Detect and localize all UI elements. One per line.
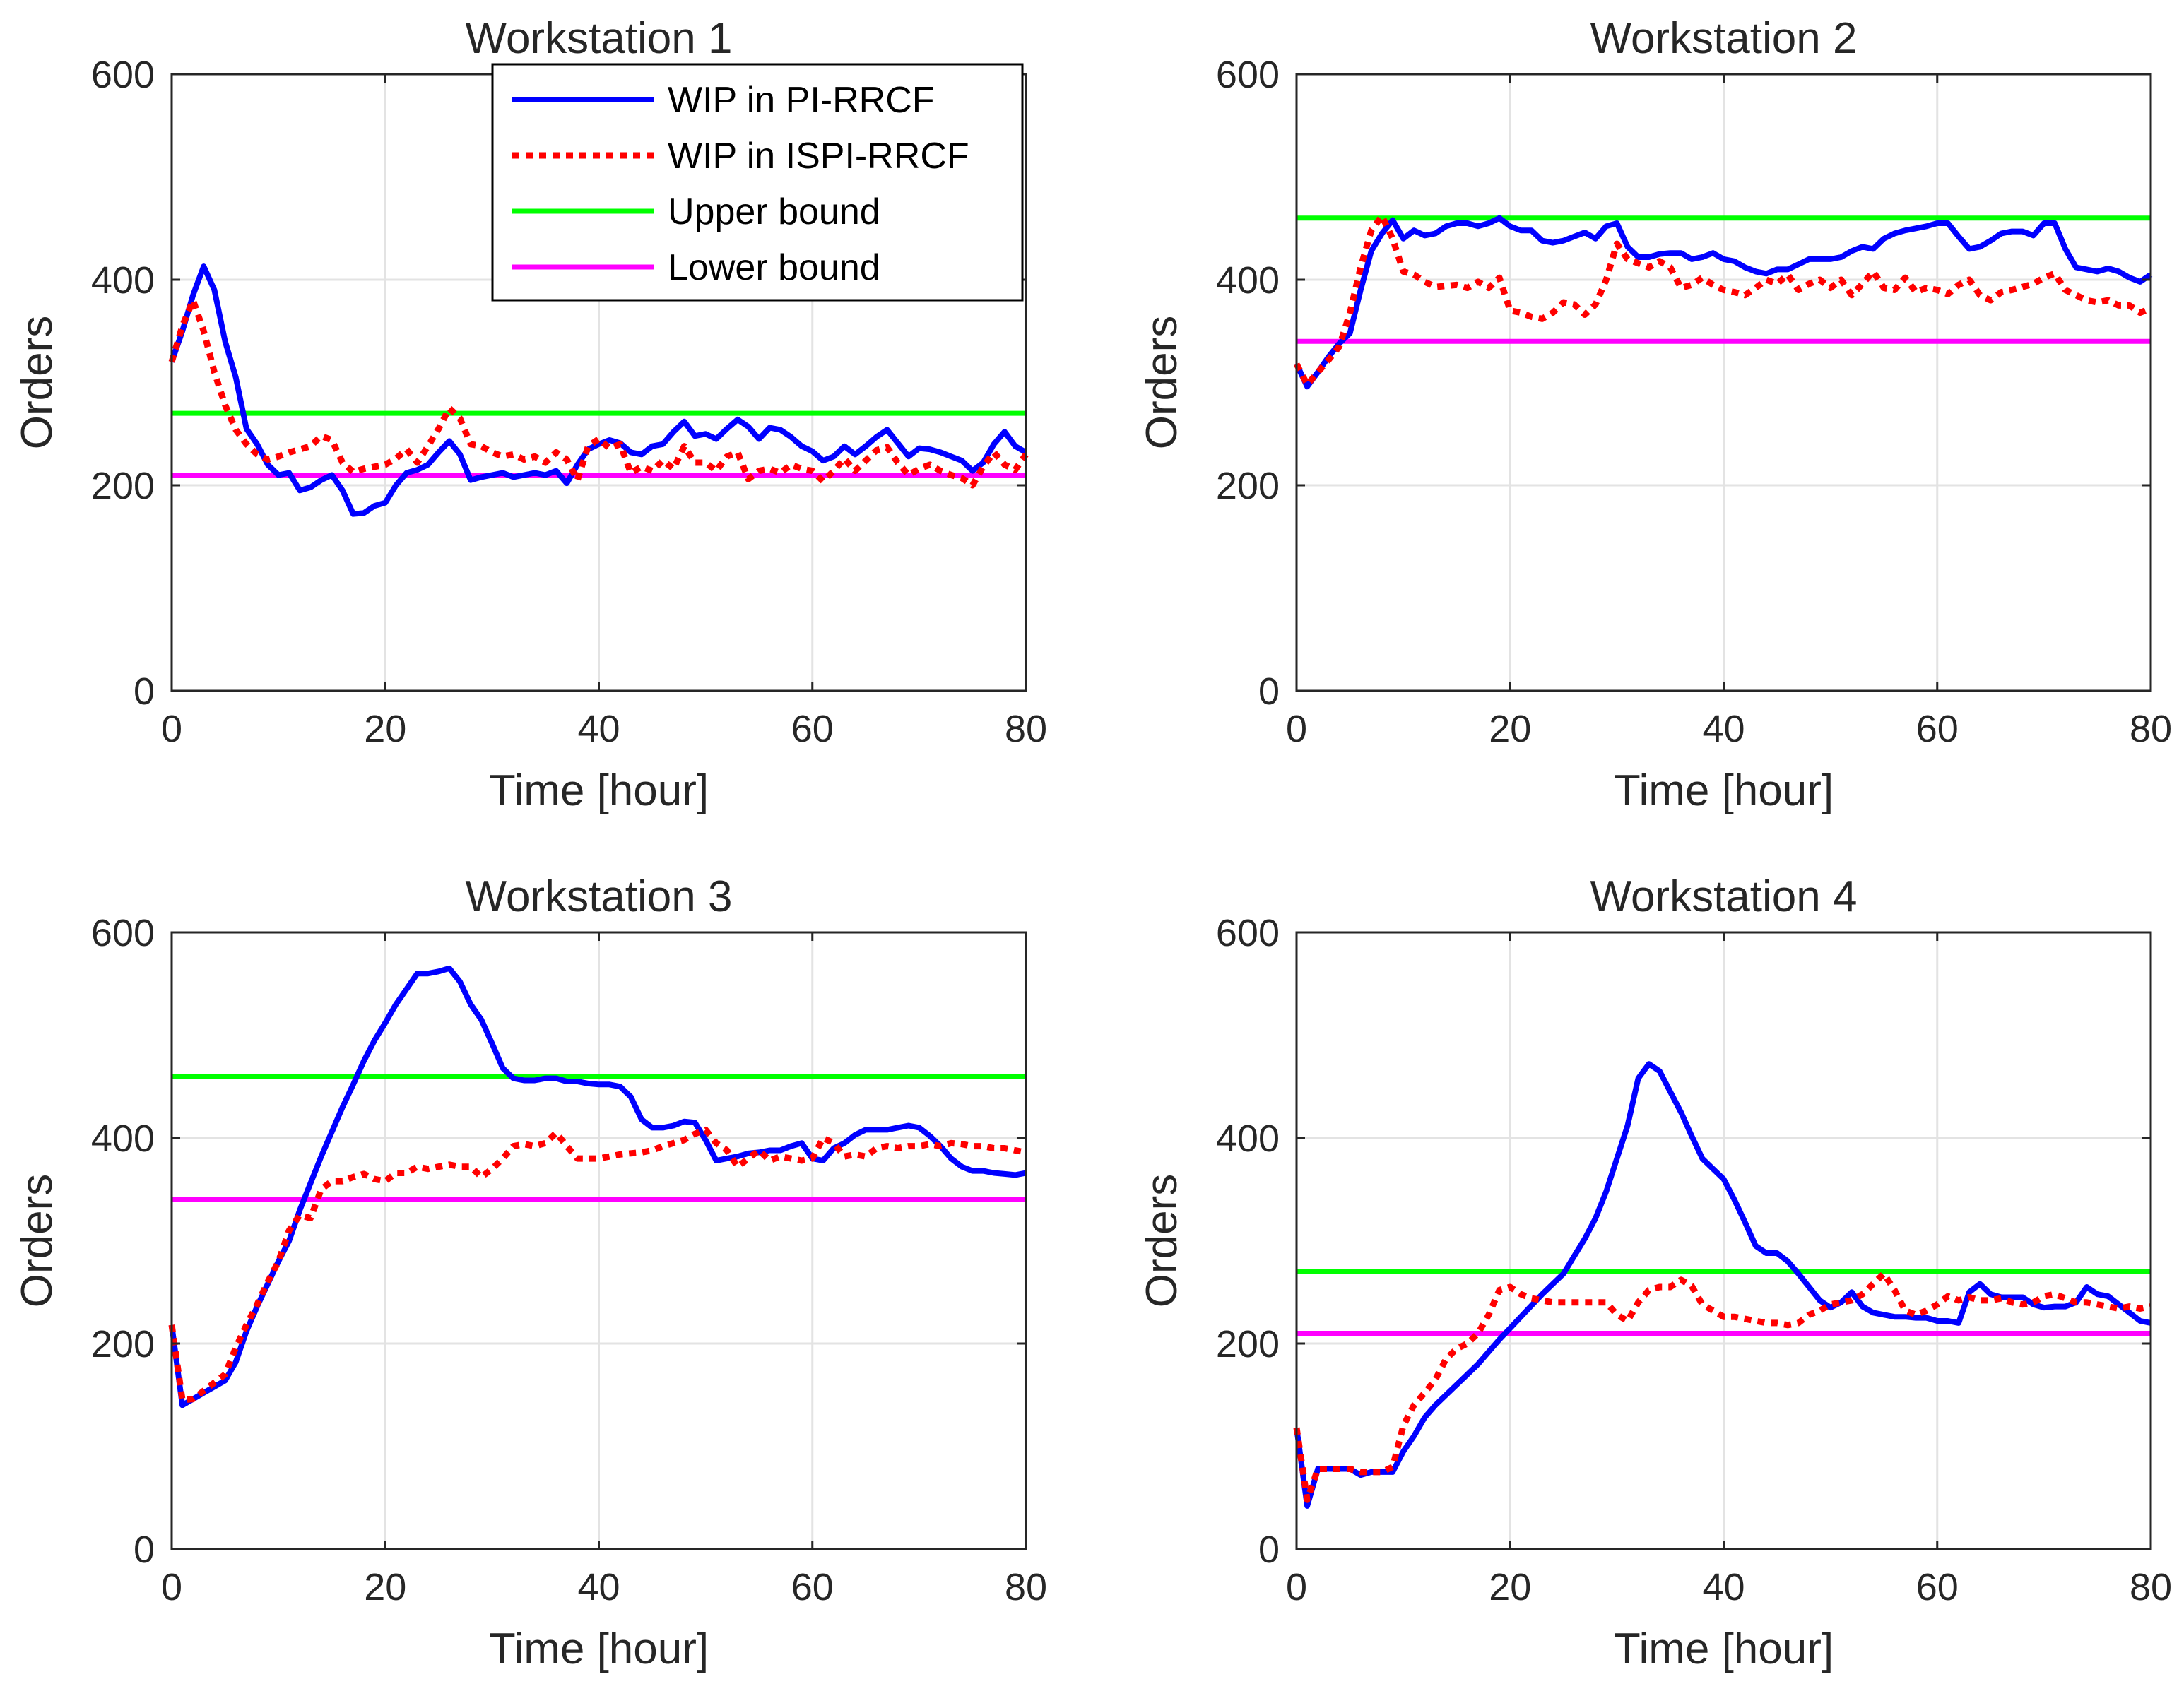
x-tick-label: 80: [2130, 1566, 2172, 1608]
y-tick-label: 600: [91, 54, 155, 96]
x-tick-label: 0: [1286, 1566, 1307, 1608]
x-tick-label: 40: [1702, 708, 1745, 750]
y-tick-label: 200: [91, 1323, 155, 1365]
y-axis-label: Orders: [1138, 1174, 1186, 1307]
y-tick-label: 0: [1258, 1529, 1280, 1571]
legend-label: WIP in PI-RRCF: [668, 80, 935, 121]
y-tick-label: 200: [1216, 465, 1280, 507]
y-tick-label: 400: [91, 259, 155, 302]
legend-label: WIP in ISPI-RRCF: [668, 136, 969, 177]
x-tick-label: 60: [791, 708, 834, 750]
y-tick-label: 600: [1216, 54, 1280, 96]
x-tick-label: 80: [1005, 708, 1047, 750]
y-tick-label: 600: [1216, 912, 1280, 954]
x-tick-label: 20: [364, 708, 406, 750]
chart-title: Workstation 1: [466, 14, 733, 63]
y-tick-label: 200: [1216, 1323, 1280, 1365]
legend-label: Upper bound: [668, 191, 880, 232]
x-tick-label: 20: [1489, 1566, 1531, 1608]
x-tick-label: 40: [577, 708, 620, 750]
x-tick-label: 20: [364, 1566, 406, 1608]
x-tick-label: 80: [2130, 708, 2172, 750]
x-tick-label: 40: [1702, 1566, 1745, 1608]
x-tick-label: 0: [161, 708, 182, 750]
x-tick-label: 80: [1005, 1566, 1047, 1608]
x-tick-label: 0: [161, 1566, 182, 1608]
y-axis-label: Orders: [13, 1174, 61, 1307]
y-axis-label: Orders: [1138, 316, 1186, 449]
y-tick-label: 0: [134, 670, 155, 713]
y-tick-label: 0: [1258, 670, 1280, 713]
y-tick-label: 200: [91, 465, 155, 507]
chart-title: Workstation 3: [466, 872, 733, 921]
x-tick-label: 20: [1489, 708, 1531, 750]
x-tick-label: 60: [791, 1566, 834, 1608]
x-axis-label: Time [hour]: [489, 766, 709, 815]
x-tick-label: 60: [1916, 1566, 1959, 1608]
x-tick-label: 60: [1916, 708, 1959, 750]
legend: WIP in PI-RRCF WIP in ISPI-RRCF Upper boun…: [492, 64, 1022, 300]
y-tick-label: 600: [91, 912, 155, 954]
x-tick-label: 0: [1286, 708, 1307, 750]
chart-title: Workstation 2: [1590, 14, 1858, 63]
x-axis-label: Time [hour]: [1614, 1625, 1834, 1673]
figure: 0 20 40 60 800200400600Workstation 1Time [ho…: [0, 0, 2184, 1708]
x-axis-label: Time [hour]: [1614, 766, 1834, 815]
y-tick-label: 400: [1216, 259, 1280, 302]
y-tick-label: 400: [91, 1117, 155, 1160]
x-axis-label: Time [hour]: [489, 1625, 709, 1673]
y-tick-label: 0: [134, 1529, 155, 1571]
legend-label: Lower bound: [668, 247, 880, 288]
y-tick-label: 400: [1216, 1117, 1280, 1160]
x-tick-label: 40: [577, 1566, 620, 1608]
chart-title: Workstation 4: [1590, 872, 1858, 921]
y-axis-label: Orders: [13, 316, 61, 449]
